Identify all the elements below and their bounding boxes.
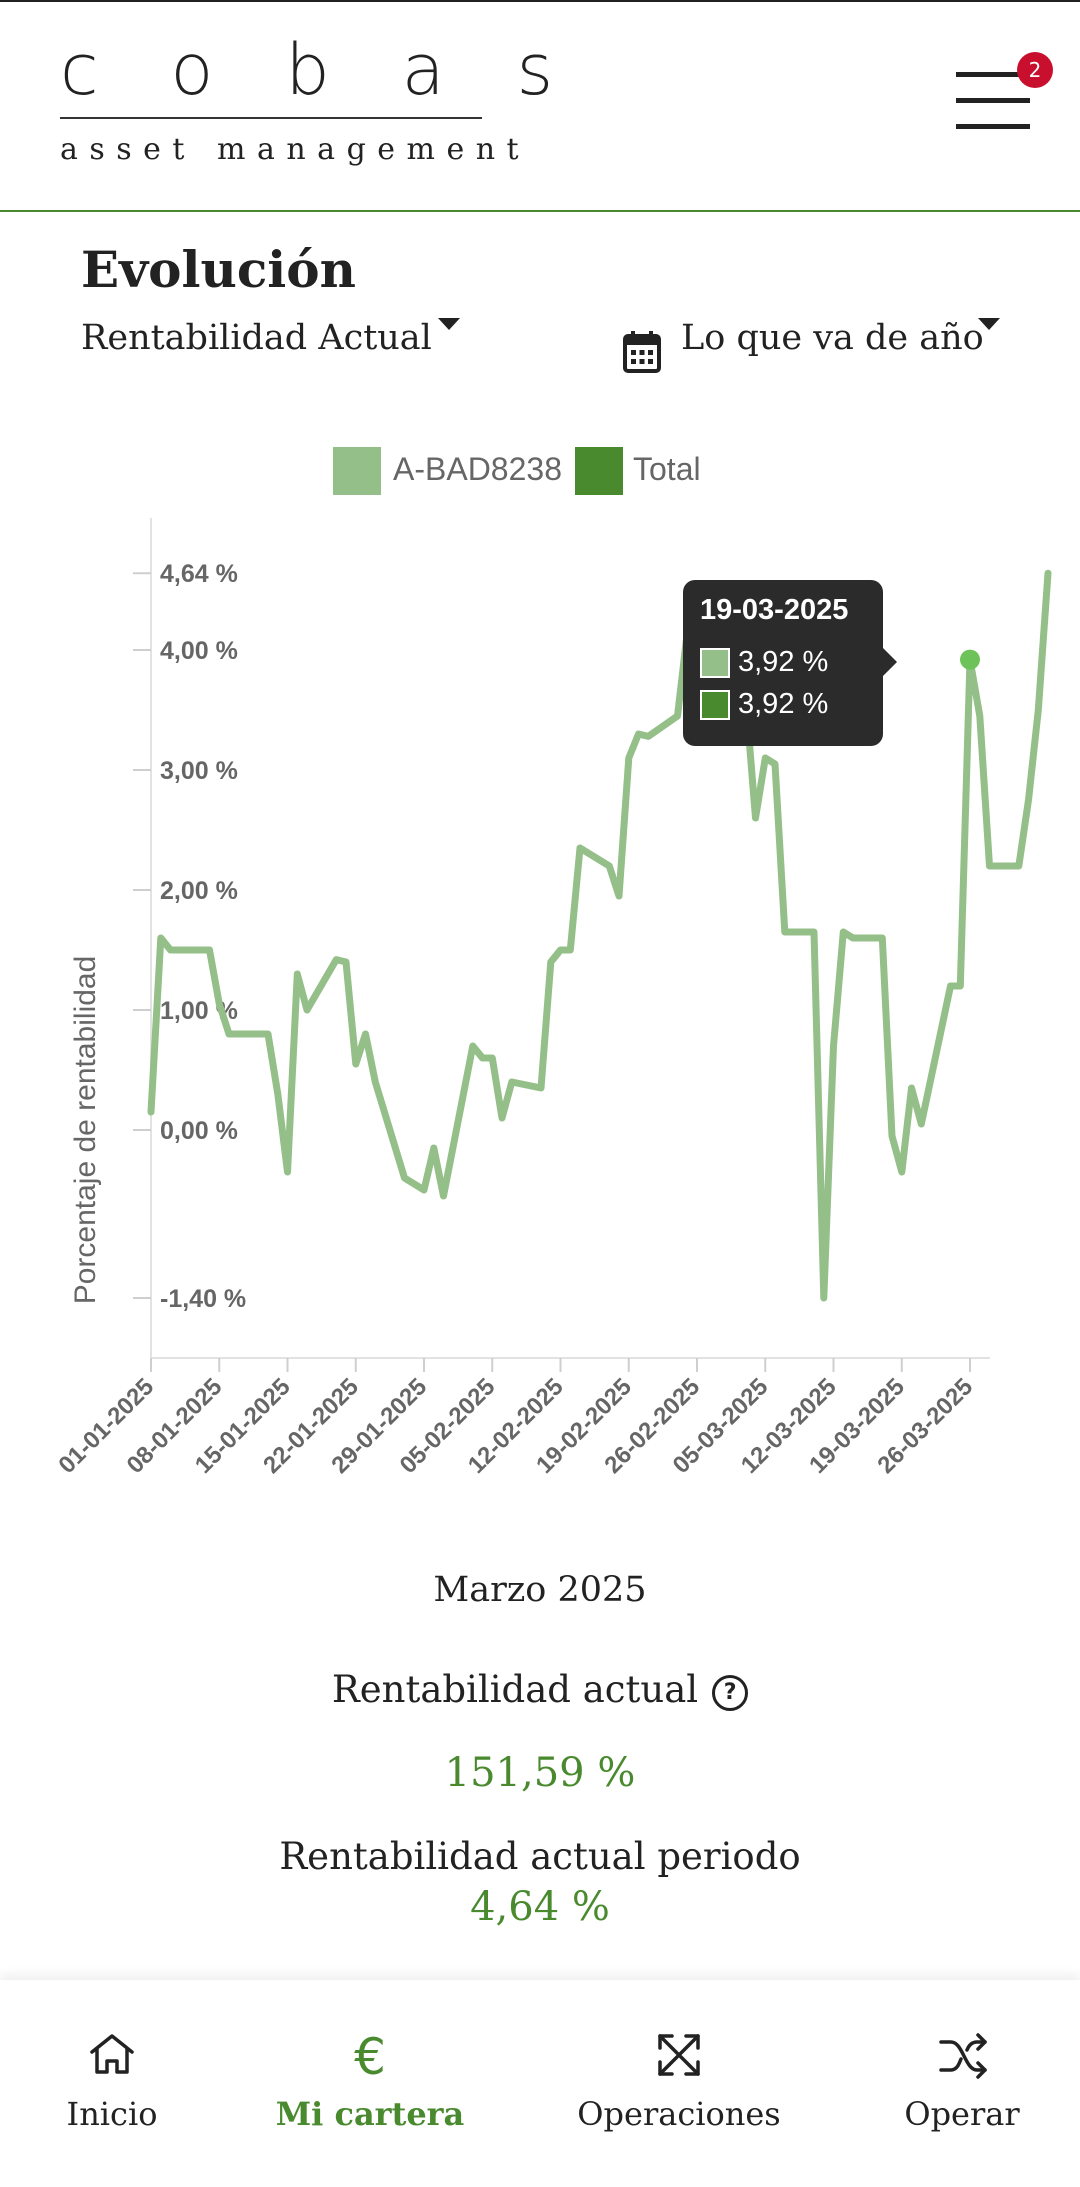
tooltip-value: 3,92 %	[738, 646, 829, 678]
y-tick-label: 3,00 %	[160, 757, 238, 785]
period-metric-value: 4,64 %	[470, 1884, 610, 1930]
app-header: cobas asset management 2	[0, 2, 1080, 212]
y-axis-title: Porcentaje de rentabilidad	[69, 956, 102, 1305]
nav-item-mi-cartera[interactable]: € Mi cartera	[235, 1980, 505, 2187]
period-metric-label: Rentabilidad actual periodo	[279, 1835, 801, 1878]
period-dropdown[interactable]: Lo que va de año	[620, 318, 1005, 378]
tooltip-swatch	[700, 690, 730, 720]
logo-wordmark: cobas	[60, 29, 626, 111]
legend-label: A-BAD8238	[393, 451, 562, 487]
svg-text:€: €	[354, 2028, 386, 2084]
menu-line-icon	[956, 124, 1030, 129]
legend-swatch	[575, 447, 623, 495]
legend-item-series-2[interactable]: Total	[575, 445, 725, 495]
metric-value: 151,59 %	[444, 1750, 636, 1796]
legend-item-series-1[interactable]: A-BAD8238	[333, 445, 562, 495]
hamburger-menu-button[interactable]: 2	[950, 52, 1060, 152]
y-tick-label: 4,64 %	[160, 560, 238, 588]
home-icon	[90, 2034, 134, 2074]
legend-label: Total	[633, 451, 701, 487]
series-layer	[147, 569, 1052, 1302]
y-tick-label: 4,00 %	[160, 637, 238, 665]
euro-icon: €	[354, 2028, 386, 2084]
chevron-down-icon	[978, 318, 1000, 330]
highlight-point[interactable]	[960, 649, 980, 670]
tooltip-swatch	[700, 648, 730, 678]
period-dropdown-label: Lo que va de año	[681, 318, 984, 358]
shuffle-icon	[939, 2033, 987, 2079]
metric-label-row: Rentabilidad actual?	[0, 1668, 1080, 1711]
help-icon[interactable]: ?	[712, 1674, 749, 1711]
legend-swatch	[333, 447, 381, 495]
nav-label: Mi cartera	[275, 2095, 465, 2133]
arrows-expand-icon	[658, 2034, 700, 2076]
nav-label: Inicio	[66, 2095, 158, 2133]
menu-line-icon	[956, 72, 1030, 77]
top-border	[0, 0, 1080, 2]
chevron-down-icon	[438, 318, 460, 330]
notification-badge: 2	[1017, 52, 1053, 88]
tooltip-date: 19-03-2025	[700, 594, 849, 626]
y-axis: 4,64 %4,00 %3,00 %2,00 %1,00 %0,00 %-1,4…	[133, 518, 246, 1358]
line-chart[interactable]: 4,64 %4,00 %3,00 %2,00 %1,00 %0,00 %-1,4…	[0, 500, 1080, 1530]
page-title: Evolución	[81, 240, 356, 299]
series-line-a-bad8238[interactable]	[147, 569, 1052, 1302]
nav-item-inicio[interactable]: Inicio	[0, 1980, 247, 2187]
metric-dropdown-label: Rentabilidad Actual	[81, 318, 432, 358]
y-tick-label: 0,00 %	[160, 1117, 238, 1145]
x-axis: 01-01-202508-01-202515-01-202522-01-2025…	[53, 1357, 990, 1479]
chart-tooltip: 19-03-2025 3,92 % 3,92 %	[683, 580, 897, 746]
y-tick-label: 2,00 %	[160, 877, 238, 905]
menu-line-icon	[956, 98, 1030, 103]
period-label: Marzo 2025	[433, 1570, 647, 1610]
cobas-logo[interactable]: cobas asset management	[60, 29, 626, 180]
nav-label: Operaciones	[577, 2095, 781, 2133]
nav-label: Operar	[904, 2095, 1020, 2133]
calendar-icon	[623, 331, 661, 373]
logo-tagline: asset management	[60, 132, 531, 167]
bottom-navigation: Inicio € Mi cartera Operaciones Operar	[0, 1980, 1080, 2187]
nav-item-operaciones[interactable]: Operaciones	[544, 1980, 814, 2187]
metric-dropdown[interactable]: Rentabilidad Actual	[81, 318, 471, 368]
metric-label: Rentabilidad actual	[331, 1668, 699, 1711]
logo-divider	[60, 117, 482, 119]
tooltip-value: 3,92 %	[738, 688, 829, 720]
nav-item-operar[interactable]: Operar	[827, 1980, 1080, 2187]
y-tick-label: -1,40 %	[160, 1285, 246, 1313]
